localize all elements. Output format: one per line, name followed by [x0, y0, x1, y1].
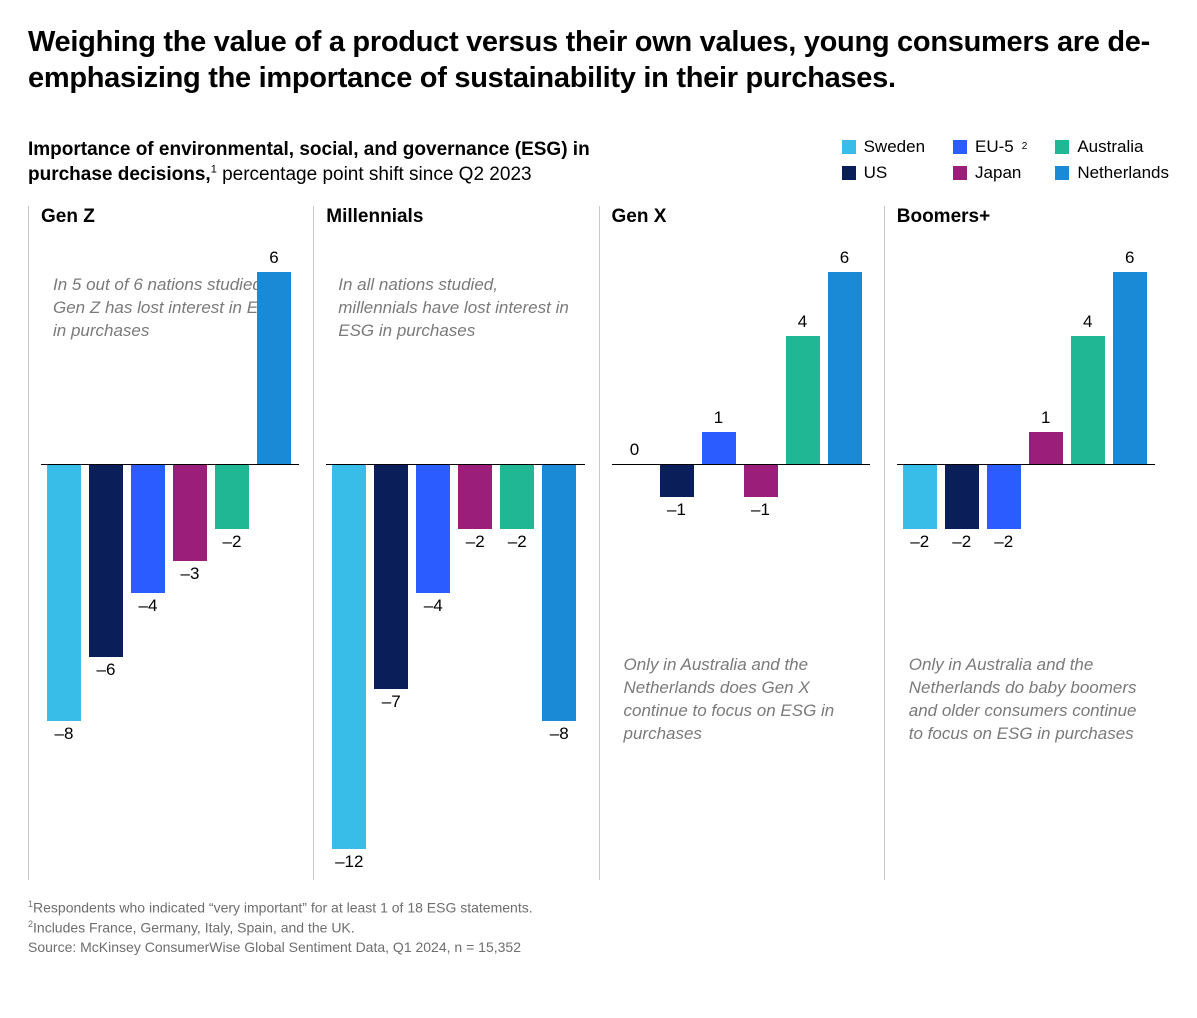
legend-swatch: [953, 166, 967, 180]
chart-page: Weighing the value of a product versus t…: [0, 0, 1197, 978]
bar: [500, 465, 534, 529]
bar-value-label: 1: [699, 408, 739, 428]
panel-title: Boomers+: [897, 206, 1161, 228]
bar-value-label: –6: [86, 660, 126, 680]
bar: [416, 465, 450, 593]
chart-panel: Gen Z In 5 out of 6 nations studied, Gen …: [28, 206, 313, 880]
panel-annotation: In 5 out of 6 nations studied, Gen Z has…: [53, 274, 291, 343]
bar: [332, 465, 366, 849]
bar-value-label: –2: [497, 532, 537, 552]
chart-panels: Gen Z In 5 out of 6 nations studied, Gen …: [28, 206, 1169, 880]
bar: [215, 465, 249, 529]
chart-panel: Boomers+ Only in Australia and the Nether…: [884, 206, 1169, 880]
bar: [744, 465, 778, 497]
footnote-line: 1Respondents who indicated “very importa…: [28, 898, 1169, 918]
bar: [660, 465, 694, 497]
footnote-text: Respondents who indicated “very importan…: [33, 899, 533, 915]
legend-label: EU-5: [975, 137, 1014, 157]
footnotes: 1Respondents who indicated “very importa…: [28, 898, 1169, 958]
legend-item: US: [842, 163, 925, 183]
bar: [458, 465, 492, 529]
zero-axis: [612, 464, 870, 465]
bar: [131, 465, 165, 593]
bar: [903, 465, 937, 529]
legend-label: Sweden: [864, 137, 925, 157]
bar-value-label: –1: [741, 500, 781, 520]
legend-label: Netherlands: [1077, 163, 1169, 183]
legend-label: Japan: [975, 163, 1021, 183]
legend-item: Australia: [1055, 137, 1169, 157]
bar-value-label: –7: [371, 692, 411, 712]
bar: [945, 465, 979, 529]
panel-chart-area: In 5 out of 6 nations studied, Gen Z has…: [41, 240, 305, 880]
bar-value-label: 4: [1068, 312, 1108, 332]
subtitle-and-legend-row: Importance of environmental, social, and…: [28, 137, 1169, 188]
panel-chart-area: Only in Australia and the Netherlands do…: [612, 240, 876, 880]
legend-swatch: [1055, 140, 1069, 154]
bar-value-label: 4: [783, 312, 823, 332]
legend-label: Australia: [1077, 137, 1143, 157]
panel-chart-area: In all nations studied, millennials have…: [326, 240, 590, 880]
bar-value-label: –2: [984, 532, 1024, 552]
bar-value-label: 6: [254, 248, 294, 268]
bar: [702, 432, 736, 464]
legend-item: EU-5 2: [953, 137, 1027, 157]
legend-swatch: [842, 140, 856, 154]
bar-value-label: –3: [170, 564, 210, 584]
bar-value-label: –2: [455, 532, 495, 552]
bar: [89, 465, 123, 657]
subtitle: Importance of environmental, social, and…: [28, 137, 648, 188]
bar: [173, 465, 207, 561]
bar-value-label: 0: [615, 440, 655, 460]
legend-item: Sweden: [842, 137, 925, 157]
bar: [987, 465, 1021, 529]
bar: [828, 272, 862, 464]
legend-super: 2: [1022, 141, 1028, 152]
bar-value-label: 6: [825, 248, 865, 268]
bar-value-label: 1: [1026, 408, 1066, 428]
panel-title: Gen X: [612, 206, 876, 228]
legend-label: US: [864, 163, 888, 183]
legend-swatch: [1055, 166, 1069, 180]
headline: Weighing the value of a product versus t…: [28, 24, 1169, 97]
bar-value-label: –12: [329, 852, 369, 872]
bar: [786, 336, 820, 464]
chart-panel: Millennials In all nations studied, mille…: [313, 206, 598, 880]
footnote-text: Includes France, Germany, Italy, Spain, …: [33, 920, 355, 936]
bar-value-label: –2: [942, 532, 982, 552]
bar: [374, 465, 408, 689]
legend: Sweden EU-5 2 Australia US Japan Netherlands: [842, 137, 1169, 183]
bar: [1071, 336, 1105, 464]
bar: [257, 272, 291, 464]
panel-annotation: In all nations studied, millennials have…: [338, 274, 576, 343]
panel-title: Millennials: [326, 206, 590, 228]
bar: [1029, 432, 1063, 464]
bar-value-label: –8: [44, 724, 84, 744]
panel-annotation: Only in Australia and the Netherlands do…: [624, 654, 862, 746]
bar-value-label: –2: [900, 532, 940, 552]
panel-title: Gen Z: [41, 206, 305, 228]
bar-value-label: –4: [413, 596, 453, 616]
source-line: Source: McKinsey ConsumerWise Global Sen…: [28, 938, 1169, 958]
legend-item: Japan: [953, 163, 1027, 183]
footnote-line: 2Includes France, Germany, Italy, Spain,…: [28, 918, 1169, 938]
legend-swatch: [842, 166, 856, 180]
legend-swatch: [953, 140, 967, 154]
bar: [47, 465, 81, 721]
bar-value-label: 6: [1110, 248, 1150, 268]
bar-value-label: –4: [128, 596, 168, 616]
panel-annotation: Only in Australia and the Netherlands do…: [909, 654, 1147, 746]
subtitle-rest: percentage point shift since Q2 2023: [217, 164, 532, 185]
bar: [542, 465, 576, 721]
bar-value-label: –8: [539, 724, 579, 744]
chart-panel: Gen X Only in Australia and the Netherlan…: [599, 206, 884, 880]
bar-value-label: –2: [212, 532, 252, 552]
legend-item: Netherlands: [1055, 163, 1169, 183]
bar: [1113, 272, 1147, 464]
bar-value-label: –1: [657, 500, 697, 520]
panel-chart-area: Only in Australia and the Netherlands do…: [897, 240, 1161, 880]
